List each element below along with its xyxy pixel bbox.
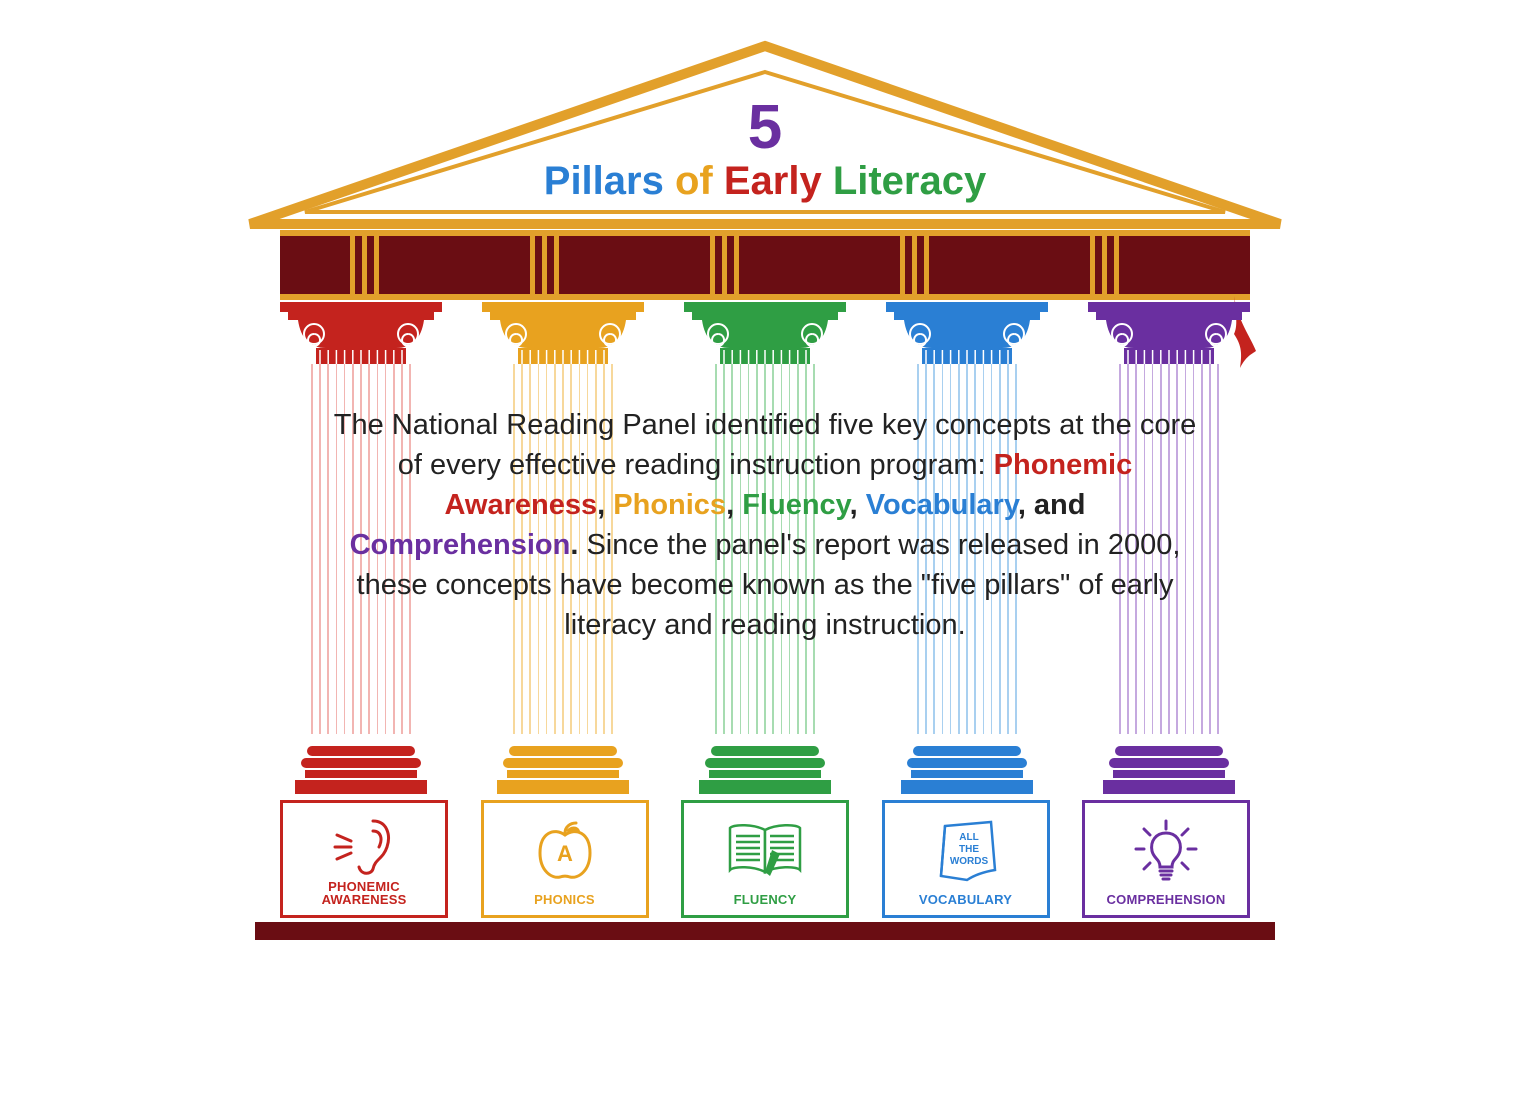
apple-icon: A [488, 809, 642, 893]
label-text-vocabulary: VOCABULARY [919, 893, 1012, 907]
bulb-icon [1089, 809, 1243, 893]
svg-text:ALL: ALL [959, 832, 978, 843]
label-text-phonemic: PHONEMIC AWARENESS [322, 880, 407, 907]
base-bar [255, 922, 1275, 940]
label-text-phonics: PHONICS [534, 893, 595, 907]
label-row: PHONEMIC AWARENESS A PHONICS FLUENCY [280, 800, 1250, 918]
svg-text:THE: THE [959, 844, 979, 855]
ear-icon [287, 809, 441, 880]
label-box-vocabulary: ALL THE WORDS VOCABULARY [882, 800, 1050, 918]
title: 5 Pillars of Early Literacy [240, 95, 1290, 202]
label-box-phonics: A PHONICS [481, 800, 649, 918]
svg-text:A: A [557, 841, 573, 866]
title-words: Pillars of Early Literacy [240, 160, 1290, 202]
entablature-book [280, 230, 1250, 300]
label-text-comprehension: COMPREHENSION [1107, 893, 1226, 907]
infographic-stage: 5 Pillars of Early Literacy [165, 40, 1365, 940]
title-number: 5 [240, 95, 1290, 160]
label-box-fluency: FLUENCY [681, 800, 849, 918]
body-paragraph: The National Reading Panel identified fi… [330, 405, 1200, 645]
label-text-fluency: FLUENCY [734, 893, 797, 907]
roof-pediment: 5 Pillars of Early Literacy [240, 40, 1290, 230]
label-box-phonemic: PHONEMIC AWARENESS [280, 800, 448, 918]
words-icon: ALL THE WORDS [889, 809, 1043, 893]
label-box-comprehension: COMPREHENSION [1082, 800, 1250, 918]
book-icon [688, 809, 842, 893]
svg-text:WORDS: WORDS [949, 856, 988, 867]
